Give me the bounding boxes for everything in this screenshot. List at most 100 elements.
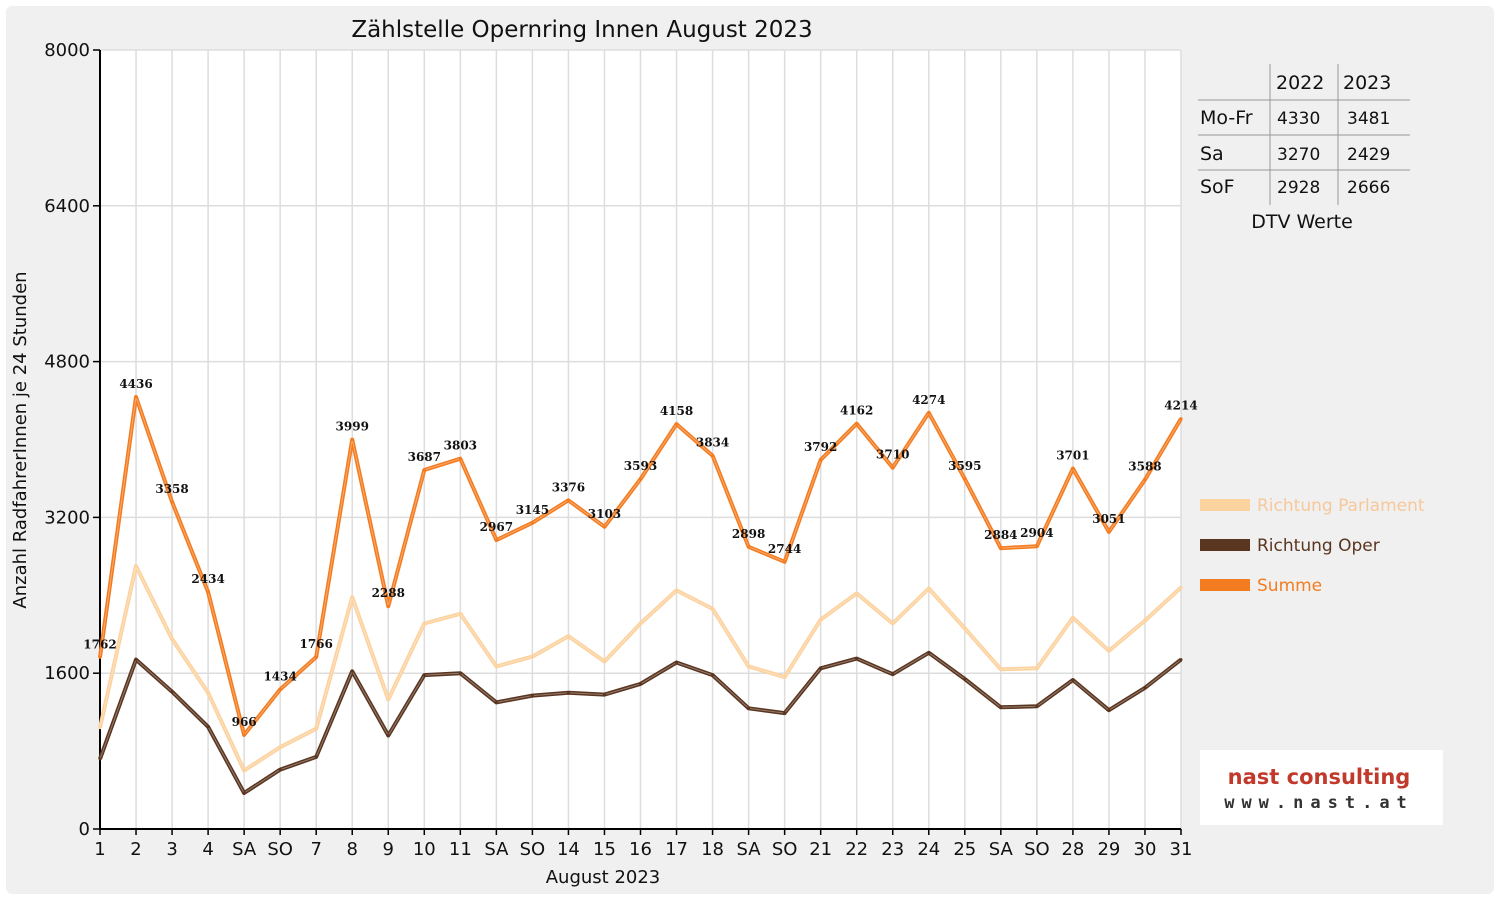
table-row-label: Sa [1200,143,1224,165]
data-point-richtung-parlament [206,691,210,695]
data-point-richtung-oper [386,734,390,738]
x-tick-label: 7 [310,839,321,860]
data-point-summe [278,687,282,691]
data-label: 3588 [1128,460,1161,474]
data-point-richtung-parlament [602,660,606,664]
data-point-summe [1071,467,1075,471]
data-label: 3999 [336,420,369,434]
x-tick-label: 11 [449,839,472,860]
x-tick-label: SO [520,839,546,860]
table-caption: DTV Werte [1251,211,1353,233]
x-tick-label: 22 [845,839,868,860]
data-point-richtung-oper [963,677,967,681]
data-point-summe [711,454,715,458]
x-tick-label: 31 [1170,839,1193,860]
data-label: 3687 [408,450,441,464]
data-point-richtung-parlament [999,667,1003,671]
data-point-richtung-oper [783,711,787,715]
data-point-richtung-oper [675,660,679,664]
table-cell: 2666 [1347,178,1390,198]
data-point-richtung-parlament [134,564,138,568]
chart-title: Zählstelle Opernring Innen August 2023 [351,17,812,43]
data-point-richtung-oper [170,690,174,694]
data-label: 2967 [480,520,513,534]
x-tick-label: 25 [953,839,976,860]
data-point-summe [494,538,498,542]
x-tick-label: 14 [557,839,580,860]
data-point-summe [458,457,462,461]
data-point-richtung-oper [134,658,138,662]
data-label: 1762 [83,637,116,651]
data-point-richtung-oper [999,705,1003,709]
data-point-richtung-oper [242,791,246,795]
x-tick-label: SA [232,839,257,860]
data-point-summe [855,422,859,426]
x-tick-label: 29 [1097,839,1120,860]
data-point-summe [783,560,787,564]
data-point-richtung-parlament [278,745,282,749]
data-point-richtung-parlament [927,586,931,590]
data-point-richtung-oper [711,673,715,677]
data-point-richtung-oper [1179,658,1183,662]
y-tick-label: 4800 [44,352,90,373]
x-tick-label: 17 [665,839,688,860]
data-point-richtung-parlament [891,622,895,626]
data-point-richtung-oper [458,671,462,675]
data-label: 4274 [912,393,945,407]
legend-label: Richtung Oper [1257,536,1380,556]
data-point-summe [134,395,138,399]
x-tick-label: SO [772,839,798,860]
data-label: 1766 [299,637,332,651]
data-point-richtung-parlament [819,618,823,622]
data-point-richtung-parlament [855,591,859,595]
data-label: 4436 [119,377,152,391]
data-label: 2884 [984,528,1017,542]
data-point-richtung-oper [530,694,534,698]
y-axis-label: Anzahl RadfahrerInnen je 24 Stunden [10,271,31,608]
table-header-2022: 2022 [1276,72,1324,94]
data-point-summe [639,477,642,481]
x-tick-label: SA [989,839,1014,860]
data-point-richtung-parlament [747,664,751,668]
data-point-summe [999,546,1003,550]
data-point-summe [386,604,390,608]
data-label: 3803 [444,439,477,453]
data-label: 3595 [948,459,981,473]
data-point-summe [422,468,426,472]
y-tick-label: 1600 [44,663,90,684]
x-tick-label: 10 [413,839,436,860]
data-label: 4162 [840,404,873,418]
data-point-richtung-parlament [1107,649,1111,653]
data-point-richtung-parlament [1035,666,1039,670]
x-axis-label: August 2023 [546,867,661,888]
data-point-richtung-parlament [494,664,498,668]
data-label: 4214 [1164,399,1197,413]
data-label: 2434 [191,572,224,586]
data-point-richtung-oper [98,757,102,761]
legend-label: Richtung Parlament [1257,496,1425,516]
data-point-richtung-oper [927,651,931,655]
table-cell: 2429 [1347,145,1390,165]
data-point-richtung-parlament [566,634,570,638]
logo-box [1200,750,1443,825]
legend-swatch [1200,499,1250,511]
data-point-richtung-parlament [963,626,967,630]
table-cell: 2928 [1277,178,1320,198]
data-point-richtung-oper [494,700,498,704]
data-point-richtung-oper [566,691,570,695]
data-point-richtung-oper [1071,678,1075,682]
table-cell: 3270 [1277,145,1320,165]
data-point-summe [1179,417,1183,421]
x-tick-label: SO [1024,839,1050,860]
data-point-richtung-parlament [530,655,534,659]
data-point-richtung-parlament [1071,616,1075,620]
data-point-richtung-oper [350,669,354,673]
data-point-summe [314,655,318,659]
table-row-label: SoF [1200,176,1235,198]
data-point-summe [602,525,606,529]
x-tick-label: 9 [383,839,394,860]
y-tick-label: 3200 [44,507,90,528]
data-point-richtung-parlament [639,622,642,626]
data-point-summe [675,422,679,426]
